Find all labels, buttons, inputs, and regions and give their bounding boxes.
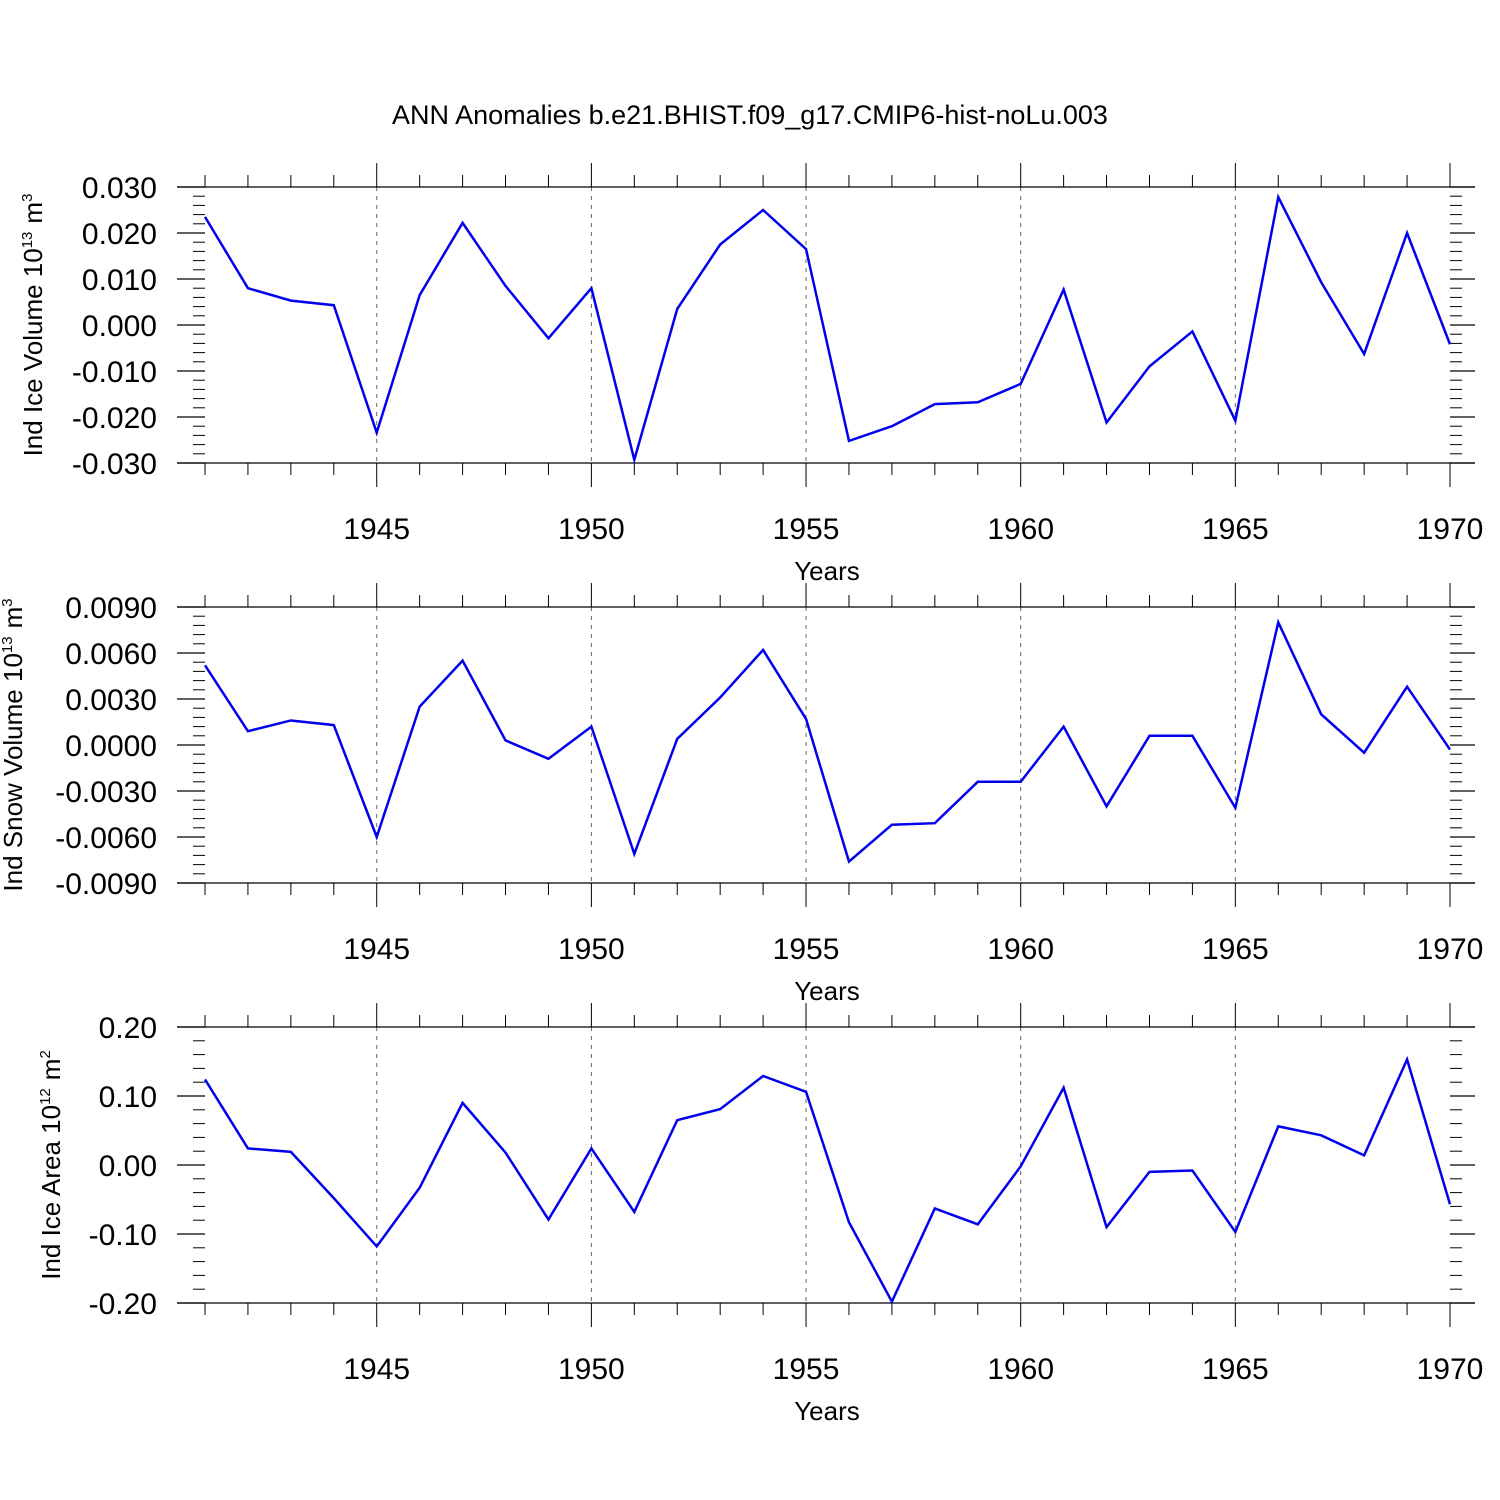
x-tick-label: 1955 <box>773 513 840 546</box>
y-tick-label: -0.10 <box>89 1219 157 1252</box>
y-tick-label: -0.0060 <box>55 822 157 855</box>
y-axis-label: Ind Snow Volume 1013 m3 <box>0 598 28 891</box>
x-tick-label: 1970 <box>1417 1353 1484 1386</box>
y-axis-label-exponent: 13 <box>0 636 16 653</box>
y-tick-label: 0.0060 <box>65 638 157 671</box>
x-tick-label: 1955 <box>773 1353 840 1386</box>
x-tick-label: 1960 <box>987 1353 1054 1386</box>
data-series-line <box>203 193 1452 465</box>
y-tick-label: 0.000 <box>82 310 157 343</box>
y-axis-label: Ind Ice Volume 1013 m3 <box>18 194 48 457</box>
chart-title: ANN Anomalies b.e21.BHIST.f09_g17.CMIP6-… <box>392 100 1108 130</box>
x-tick-label: 1965 <box>1202 933 1269 966</box>
y-tick-label: -0.020 <box>72 402 157 435</box>
y-axis-label-unit: m <box>0 607 28 629</box>
y-tick-label: 0.030 <box>82 172 157 205</box>
y-axis-label-text: Ind Ice Volume 10 <box>18 248 48 456</box>
y-tick-label: 0.010 <box>82 264 157 297</box>
x-tick-label: 1950 <box>558 933 625 966</box>
y-axis-label-unit-exponent: 2 <box>37 1050 54 1058</box>
x-tick-label: 1965 <box>1202 513 1269 546</box>
y-tick-label: 0.0030 <box>65 684 157 717</box>
x-tick-label: 1960 <box>987 933 1054 966</box>
y-tick-label: 0.20 <box>99 1012 157 1045</box>
y-tick-label: -0.030 <box>72 448 157 481</box>
y-tick-label: 0.0000 <box>65 730 157 763</box>
chart-panel-3: -0.20 -0.10 0.00 0.10 0.20 1945 1950 1955 1960 19… <box>36 1003 1483 1426</box>
y-tick-label: -0.0090 <box>55 868 157 901</box>
x-tick-label: 1945 <box>343 933 410 966</box>
y-axis-label-exponent: 13 <box>19 232 36 249</box>
x-axis-label: Years <box>794 976 860 1006</box>
y-axis-label: Ind Ice Area 1012 m2 <box>36 1050 66 1280</box>
y-axis-label-unit: m <box>18 202 48 224</box>
x-tick-label: 1970 <box>1417 513 1484 546</box>
y-tick-label: -0.010 <box>72 356 157 389</box>
y-axis-label-exponent: 12 <box>37 1088 54 1105</box>
x-tick-label: 1965 <box>1202 1353 1269 1386</box>
y-axis-label-unit: m <box>36 1059 66 1081</box>
chart-panel-1: -0.030 -0.020 -0.010 0.000 0.010 0.020 0.030 19… <box>18 163 1483 586</box>
y-tick-label: 0.00 <box>99 1150 157 1183</box>
panels: -0.030 -0.020 -0.010 0.000 0.010 0.020 0.030 19… <box>0 163 1483 1426</box>
x-tick-label: 1950 <box>558 513 625 546</box>
data-series-line <box>203 1055 1452 1305</box>
y-tick-label: -0.20 <box>89 1288 157 1321</box>
x-tick-label: 1950 <box>558 1353 625 1386</box>
x-tick-label: 1945 <box>343 1353 410 1386</box>
y-axis-label-unit-exponent: 3 <box>19 194 36 202</box>
y-tick-label: 0.020 <box>82 218 157 251</box>
x-tick-label: 1960 <box>987 513 1054 546</box>
x-axis-label: Years <box>794 1396 860 1426</box>
data-series-line <box>203 618 1452 864</box>
y-tick-label: -0.0030 <box>55 776 157 809</box>
y-tick-label: 0.10 <box>99 1081 157 1114</box>
x-tick-label: 1955 <box>773 933 840 966</box>
y-tick-label: 0.0090 <box>65 592 157 625</box>
y-axis-label-unit-exponent: 3 <box>0 598 16 606</box>
x-tick-label: 1970 <box>1417 933 1484 966</box>
chart-panel-2: -0.0090 -0.0060 -0.0030 0.0000 0.0030 0.0060 0… <box>0 583 1483 1006</box>
y-axis-label-text: Ind Snow Volume 10 <box>0 653 28 892</box>
y-axis-label-text: Ind Ice Area 10 <box>36 1105 66 1280</box>
x-tick-label: 1945 <box>343 513 410 546</box>
x-axis-label: Years <box>794 556 860 586</box>
